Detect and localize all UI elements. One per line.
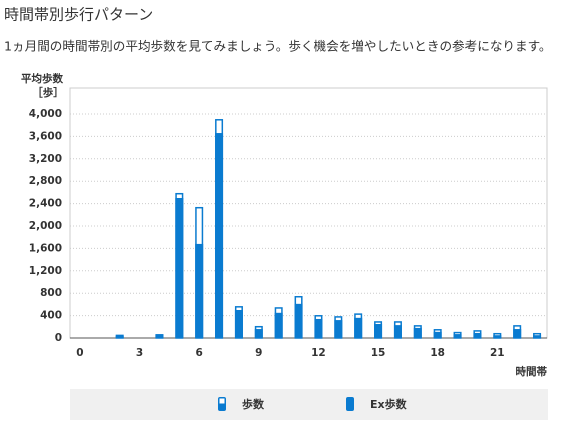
- y-axis-unit: ［歩］: [32, 86, 64, 99]
- ex-step-bar: [393, 325, 402, 338]
- x-tick-label: 9: [255, 347, 262, 359]
- y-tick-label: 4,000: [29, 108, 62, 120]
- x-tick-label: 6: [196, 347, 203, 359]
- y-tick-label: 1,200: [29, 265, 62, 277]
- y-tick-label: 400: [40, 310, 62, 322]
- ex-step-bar: [115, 335, 124, 338]
- x-tick-label: 0: [76, 347, 83, 359]
- x-tick-label: 12: [311, 347, 326, 359]
- x-tick-label: 21: [490, 347, 505, 359]
- ex-step-bar: [433, 331, 442, 338]
- ex-step-bar: [354, 317, 363, 338]
- y-tick-label: 800: [40, 287, 62, 299]
- ex-step-bar: [254, 329, 263, 338]
- description: 1ヵ月間の時間帯別の平均歩数を見てみましょう。歩く機会を増やしたいときの参考にな…: [4, 39, 552, 54]
- y-tick-label: 3,200: [29, 153, 62, 165]
- y-tick-label: 2,800: [29, 175, 62, 187]
- ex-step-bar: [374, 324, 383, 338]
- x-tick-label: 18: [430, 347, 445, 359]
- ex-step-bar: [195, 243, 204, 338]
- page-title: 時間帯別歩行パターン: [4, 6, 153, 24]
- legend-icon-top: [219, 398, 225, 404]
- ex-step-bar: [533, 335, 542, 338]
- y-tick-label: 0: [55, 332, 62, 344]
- y-tick-label: 3,600: [29, 130, 62, 142]
- y-tick-label: 2,000: [29, 220, 62, 232]
- ex-step-bar: [334, 320, 343, 338]
- ex-step-bar: [274, 312, 283, 338]
- plot-area: [69, 87, 548, 339]
- ex-step-bar: [215, 133, 224, 338]
- ex-step-bar: [493, 335, 502, 338]
- y-tick-label: 2,400: [29, 198, 62, 210]
- y-tick-label: 1,600: [29, 242, 62, 254]
- ex-step-bar: [155, 334, 164, 338]
- ex-step-bar: [175, 198, 184, 338]
- y-axis-label: 平均歩数: [21, 72, 63, 85]
- ex-step-bar: [453, 334, 462, 338]
- x-tick-label: 15: [371, 347, 386, 359]
- legend-icon: [346, 397, 354, 411]
- legend-label: Ex歩数: [370, 397, 408, 411]
- ex-step-bar: [473, 332, 482, 338]
- x-axis-label: 時間帯: [516, 365, 548, 378]
- ex-step-bar: [294, 303, 303, 338]
- ex-step-bar: [413, 327, 422, 338]
- x-tick-label: 3: [136, 347, 143, 359]
- ex-step-bar: [513, 329, 522, 338]
- legend-label: 歩数: [242, 397, 265, 411]
- ex-step-bar: [314, 318, 323, 338]
- ex-step-bar: [234, 310, 243, 338]
- legend: [70, 389, 548, 420]
